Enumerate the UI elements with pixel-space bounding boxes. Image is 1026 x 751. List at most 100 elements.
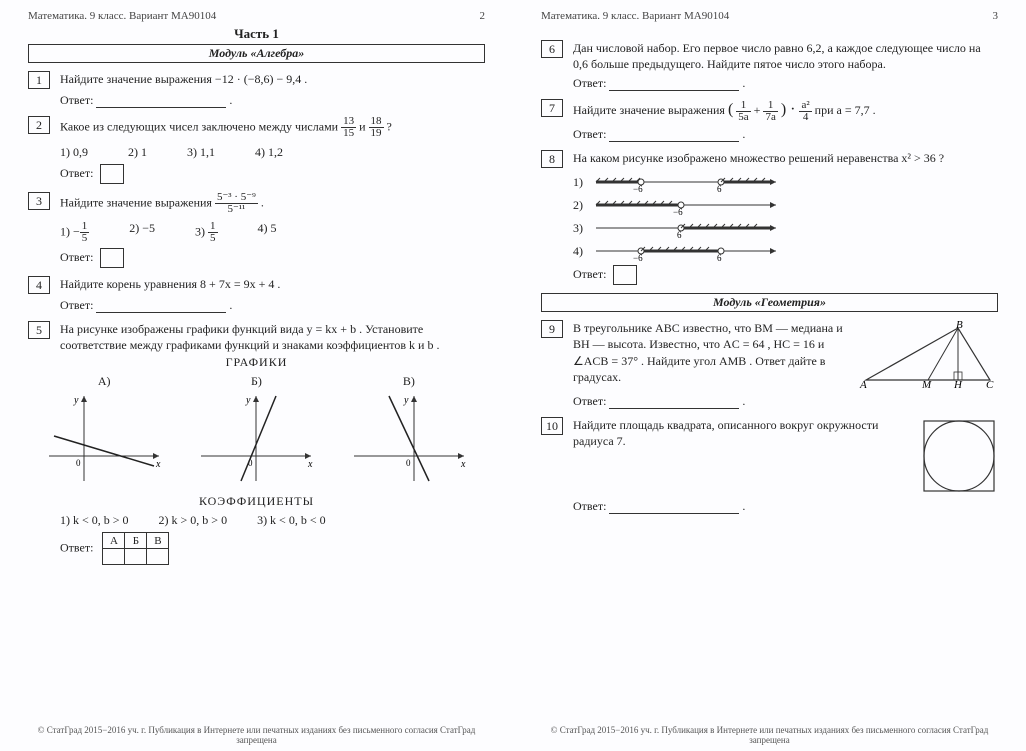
task-text: Какое из следующих чисел заключено между… bbox=[60, 116, 485, 139]
graph-a-svg: x y 0 bbox=[44, 391, 164, 486]
ineq-2: 2) −6 bbox=[573, 195, 998, 215]
ineq-3-svg: 6 bbox=[591, 218, 781, 238]
answer-7: Ответ: . bbox=[573, 127, 998, 142]
answer-1: Ответ: . bbox=[60, 93, 485, 108]
answer-3: Ответ: bbox=[60, 248, 485, 268]
task-5: 5 На рисунке изображены графики функций … bbox=[28, 321, 485, 353]
page-number: 3 bbox=[993, 10, 999, 22]
ineq-3: 3) 6 bbox=[573, 218, 998, 238]
answer-6: Ответ: . bbox=[573, 76, 998, 91]
coef-1: 1) k < 0, b > 0 bbox=[60, 513, 129, 528]
ineq-4-svg: −6 6 bbox=[591, 241, 781, 261]
header-text: Математика. 9 класс. Вариант МА90104 bbox=[28, 10, 216, 22]
task-text: Найдите значение выражения −12 · (−8,6) … bbox=[60, 71, 485, 87]
triangle-figure: A M H C B bbox=[858, 320, 998, 390]
task-3-options: 1) −15 2) −5 3) 15 4) 5 bbox=[60, 221, 485, 244]
task-3: 3 Найдите значение выражения 5⁻³ · 5⁻⁹5⁻… bbox=[28, 192, 485, 215]
task-num: 5 bbox=[28, 321, 50, 339]
svg-text:H: H bbox=[953, 379, 963, 390]
task-2: 2 Какое из следующих чисел заключено меж… bbox=[28, 116, 485, 139]
answer-box[interactable] bbox=[100, 164, 124, 184]
coef-3: 3) k < 0, b < 0 bbox=[257, 513, 326, 528]
answer-blank[interactable] bbox=[96, 301, 226, 313]
task-num: 6 bbox=[541, 40, 563, 58]
page-number: 2 bbox=[480, 10, 486, 22]
task-text: Найдите площадь квадрата, описанного вок… bbox=[573, 417, 998, 495]
task-10: 10 Найдите площадь квадрата, описанного … bbox=[541, 417, 998, 495]
ineq-list: 1) −6 6 2) −6 bbox=[573, 172, 998, 261]
ineq-1-svg: −6 6 bbox=[591, 172, 781, 192]
answer-box[interactable] bbox=[613, 265, 637, 285]
graph-a: А) x y 0 bbox=[44, 374, 164, 490]
answer-blank[interactable] bbox=[609, 397, 739, 409]
coef-row: 1) k < 0, b > 0 2) k > 0, b > 0 3) k < 0… bbox=[60, 513, 485, 528]
header-right: Математика. 9 класс. Вариант МА90104 3 bbox=[541, 10, 998, 22]
task-7: 7 Найдите значение выражения ( 15a + 17a… bbox=[541, 99, 998, 123]
answer-blank[interactable] bbox=[609, 79, 739, 91]
footer-left: © СтатГрад 2015−2016 уч. г. Публикация в… bbox=[28, 725, 485, 745]
page-right: Математика. 9 класс. Вариант МА90104 3 6… bbox=[513, 0, 1026, 751]
task-num: 7 bbox=[541, 99, 563, 117]
task-text: На рисунке изображены графики функций ви… bbox=[60, 321, 485, 353]
ineq-2-svg: −6 bbox=[591, 195, 781, 215]
header-left: Математика. 9 класс. Вариант МА90104 2 bbox=[28, 10, 485, 22]
svg-text:M: M bbox=[921, 379, 932, 390]
svg-text:−6: −6 bbox=[633, 184, 643, 192]
task-text: A M H C B В треугольнике ABC известно, ч… bbox=[573, 320, 998, 390]
answer-5: Ответ: АБВ bbox=[60, 532, 485, 565]
answer-2: Ответ: bbox=[60, 164, 485, 184]
svg-text:A: A bbox=[859, 379, 867, 390]
svg-text:0: 0 bbox=[76, 458, 81, 468]
task-4: 4 Найдите корень уравнения 8 + 7x = 9x +… bbox=[28, 276, 485, 294]
svg-text:−6: −6 bbox=[633, 253, 643, 261]
svg-text:y: y bbox=[73, 395, 79, 406]
answer-blank[interactable] bbox=[609, 130, 739, 142]
svg-text:−6: −6 bbox=[673, 207, 683, 215]
svg-text:y: y bbox=[245, 395, 251, 406]
graph-b-svg: x y 0 bbox=[196, 391, 316, 486]
header-text: Математика. 9 класс. Вариант МА90104 bbox=[541, 10, 729, 22]
answer-8: Ответ: bbox=[573, 265, 998, 285]
module-algebra: Модуль «Алгебра» bbox=[28, 44, 485, 63]
svg-text:x: x bbox=[460, 459, 466, 470]
svg-text:B: B bbox=[956, 320, 963, 331]
task-9: 9 A M H C B В треугольнике ABC известно,… bbox=[541, 320, 998, 390]
svg-text:x: x bbox=[307, 459, 313, 470]
task-2-options: 1) 0,9 2) 1 3) 1,1 4) 1,2 bbox=[60, 145, 485, 160]
part-title: Часть 1 bbox=[28, 26, 485, 42]
task-num: 8 bbox=[541, 150, 563, 168]
module-geometry: Модуль «Геометрия» bbox=[541, 293, 998, 312]
task-8: 8 На каком рисунке изображено множество … bbox=[541, 150, 998, 168]
task-num: 10 bbox=[541, 417, 563, 435]
graph-c-svg: x y 0 bbox=[349, 391, 469, 486]
graphs-row: А) x y 0 Б) x y 0 bbox=[28, 374, 485, 490]
circle-in-square-figure bbox=[920, 417, 998, 495]
svg-text:x: x bbox=[155, 459, 161, 470]
task-num: 3 bbox=[28, 192, 50, 210]
coef-title: КОЭФФИЦИЕНТЫ bbox=[28, 494, 485, 509]
answer-blank[interactable] bbox=[96, 96, 226, 108]
ineq-1: 1) −6 6 bbox=[573, 172, 998, 192]
answer-blank[interactable] bbox=[609, 502, 739, 514]
task-text: На каком рисунке изображено множество ре… bbox=[573, 150, 998, 166]
footer-right: © СтатГрад 2015−2016 уч. г. Публикация в… bbox=[541, 725, 998, 745]
svg-text:6: 6 bbox=[717, 253, 722, 261]
answer-box[interactable] bbox=[100, 248, 124, 268]
abv-table[interactable]: АБВ bbox=[102, 532, 169, 565]
answer-10: Ответ: . bbox=[573, 499, 998, 514]
svg-text:6: 6 bbox=[717, 184, 722, 192]
task-6: 6 Дан числовой набор. Его первое число р… bbox=[541, 40, 998, 72]
coef-2: 2) k > 0, b > 0 bbox=[159, 513, 228, 528]
svg-text:y: y bbox=[403, 395, 409, 406]
svg-text:0: 0 bbox=[406, 458, 411, 468]
svg-text:C: C bbox=[986, 379, 994, 390]
answer-4: Ответ: . bbox=[60, 298, 485, 313]
svg-text:6: 6 bbox=[677, 230, 682, 238]
task-num: 4 bbox=[28, 276, 50, 294]
task-text: Найдите значение выражения 5⁻³ · 5⁻⁹5⁻¹¹… bbox=[60, 192, 485, 215]
page-left: Математика. 9 класс. Вариант МА90104 2 Ч… bbox=[0, 0, 513, 751]
ineq-4: 4) −6 6 bbox=[573, 241, 998, 261]
graphs-title: ГРАФИКИ bbox=[28, 355, 485, 370]
task-text: Дан числовой набор. Его первое число рав… bbox=[573, 40, 998, 72]
task-text: Найдите корень уравнения 8 + 7x = 9x + 4… bbox=[60, 276, 485, 292]
